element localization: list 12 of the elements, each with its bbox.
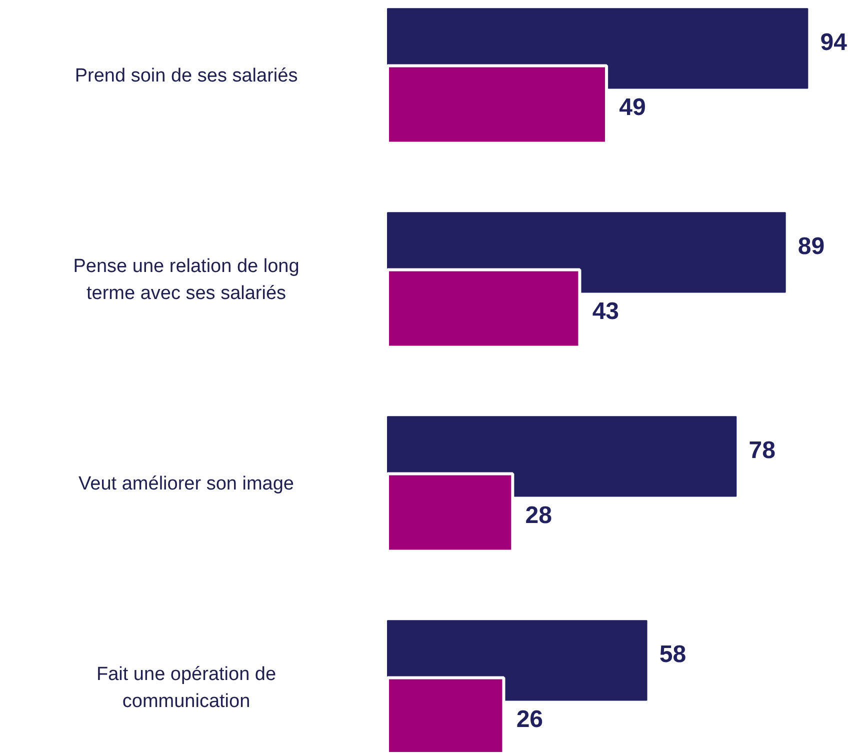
data-label: 26 bbox=[516, 706, 544, 734]
data-label: 58 bbox=[659, 640, 686, 668]
data-label: 28 bbox=[525, 502, 552, 530]
data-label: 43 bbox=[592, 298, 620, 326]
y-tick-label: Fait une opération de communication bbox=[96, 664, 276, 712]
data-label: 78 bbox=[748, 436, 776, 464]
data-label: 89 bbox=[798, 232, 825, 260]
data-label: 94 bbox=[820, 28, 848, 56]
y-tick-label: Pense une relation de long terme avec ses salariés bbox=[73, 256, 300, 304]
data-label: 49 bbox=[619, 94, 646, 122]
y-tick-label: Prend soin de ses salariés bbox=[74, 65, 298, 86]
y-tick-label: Veut améliorer son image bbox=[78, 473, 294, 494]
